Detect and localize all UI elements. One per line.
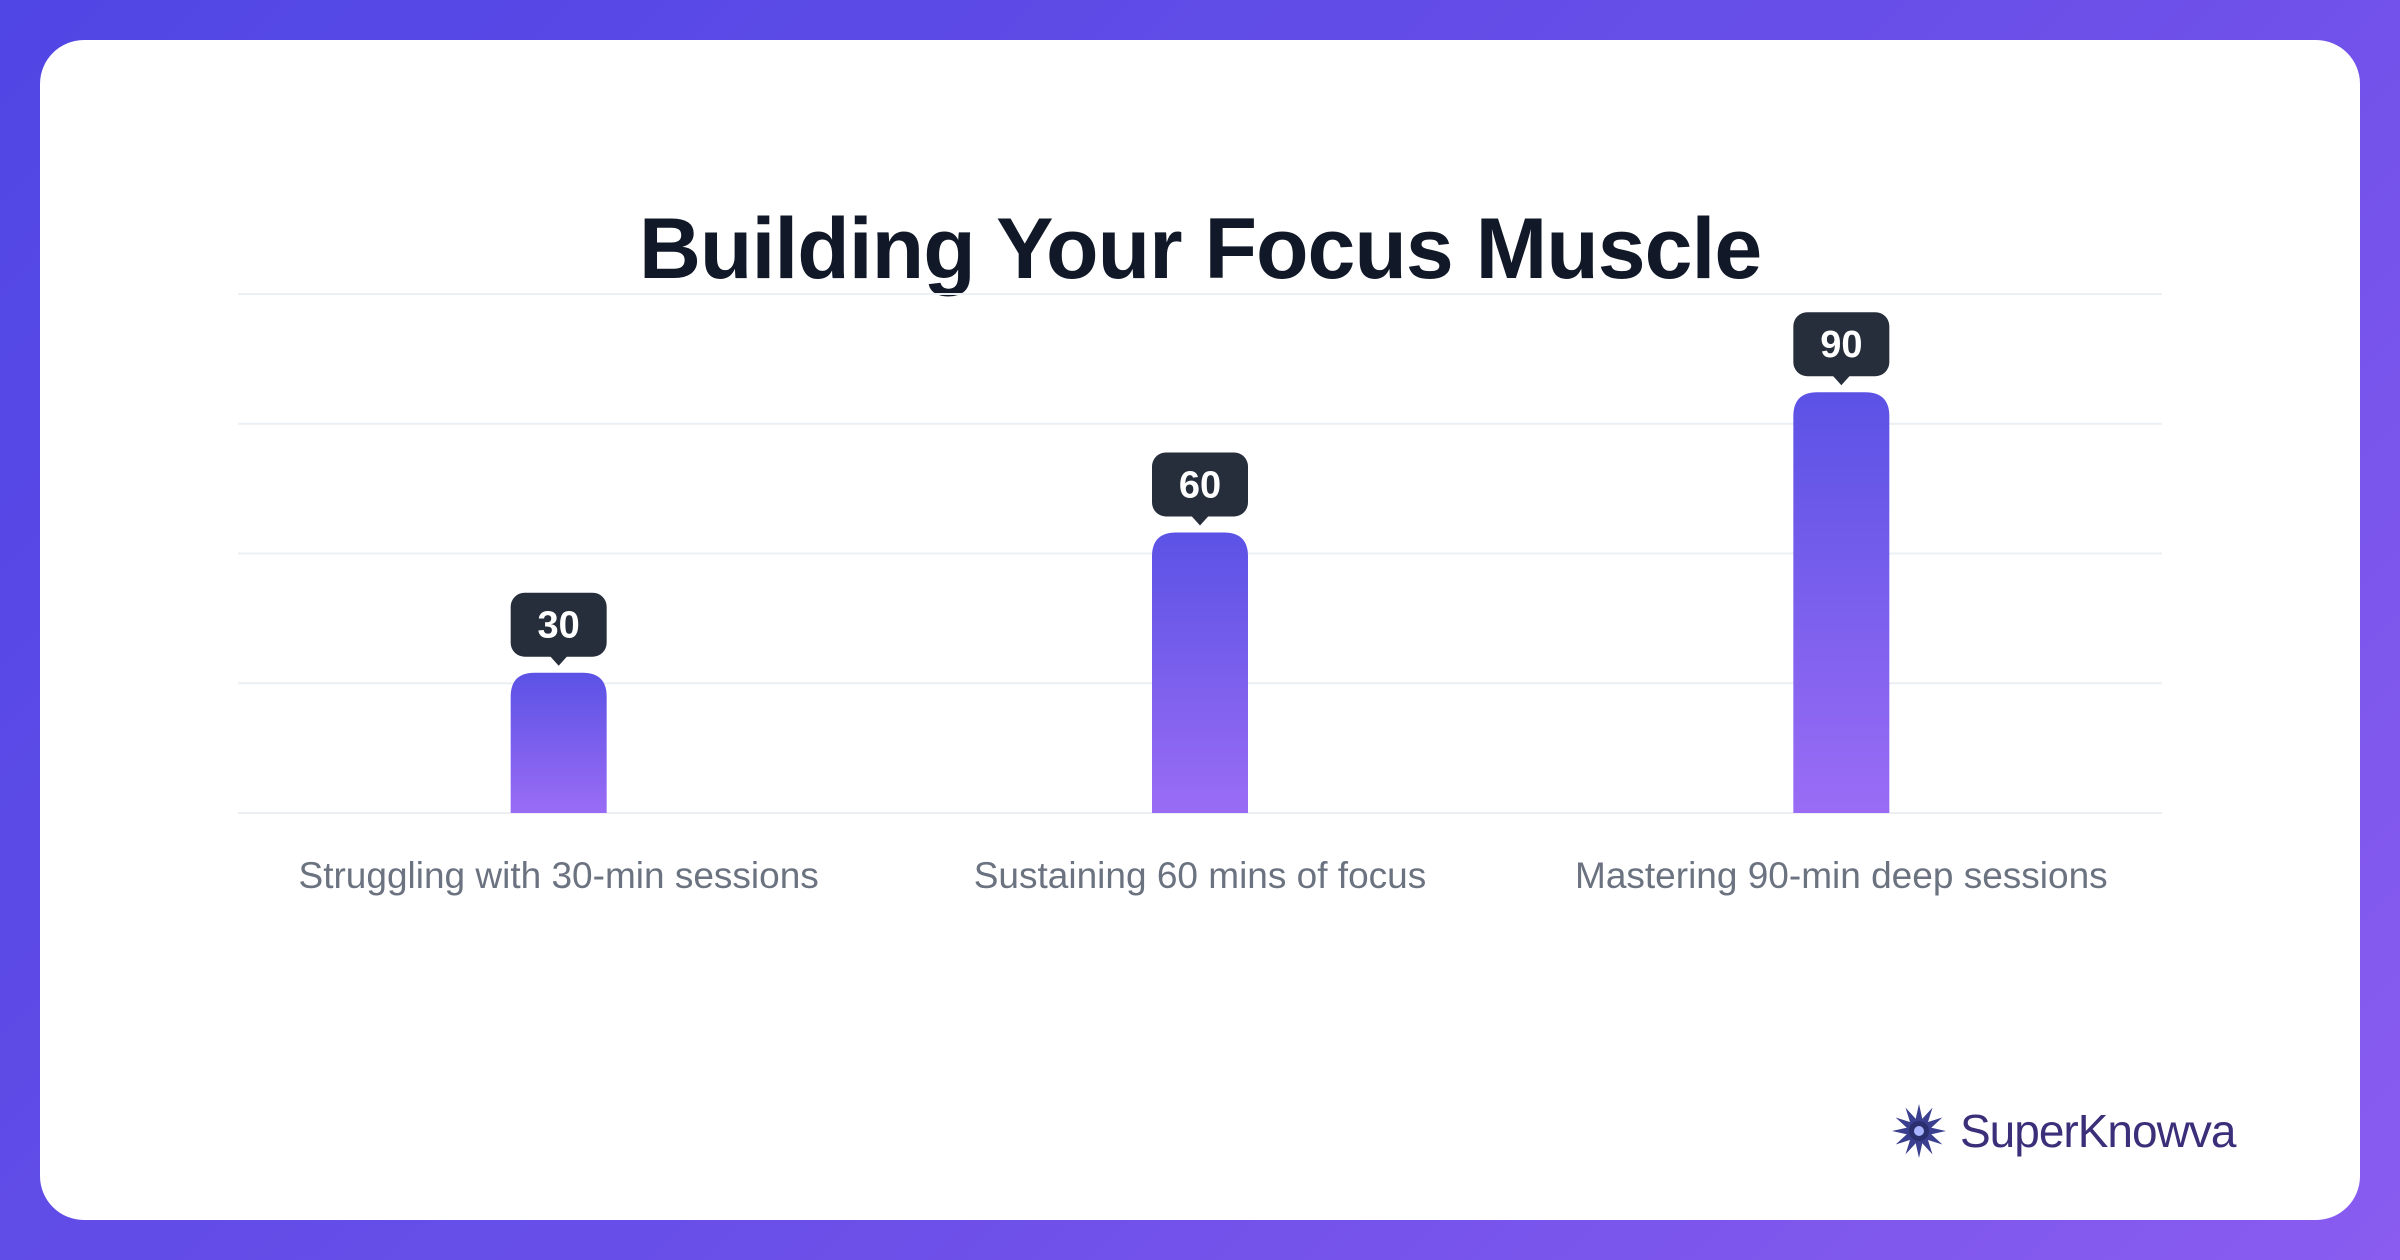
brand-name: SuperKnowva [1960, 1105, 2236, 1157]
bar [510, 672, 607, 813]
brand: SuperKnowva [1890, 1096, 2236, 1166]
data-label-bubble [510, 592, 607, 657]
data-label-bubble [1793, 312, 1890, 377]
data-label-pointer [549, 655, 568, 666]
data-label-pointer [1191, 515, 1209, 526]
data-label: 30 [538, 605, 580, 647]
chart-title: Building Your Focus Muscle [638, 201, 1762, 297]
data-label: 90 [1820, 324, 1862, 366]
category-label: Sustaining 60 mins of focus [974, 855, 1426, 896]
category-label: Mastering 90-min deep sessions [1575, 855, 2108, 896]
starburst-logo-icon [1892, 1104, 1946, 1158]
data-label-pointer [1832, 375, 1851, 386]
data-label: 60 [1179, 464, 1221, 506]
data-label-bubble [1152, 452, 1248, 517]
category-label: Struggling with 30-min sessions [299, 855, 819, 896]
bar [1152, 532, 1248, 813]
bar [1793, 392, 1890, 813]
